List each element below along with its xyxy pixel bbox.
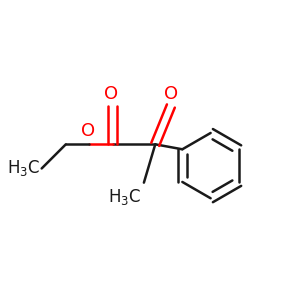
Text: O: O (104, 85, 118, 103)
Text: O: O (164, 85, 178, 103)
Text: $\mathregular{H_3C}$: $\mathregular{H_3C}$ (108, 187, 141, 207)
Text: O: O (82, 122, 96, 140)
Text: $\mathregular{H_3C}$: $\mathregular{H_3C}$ (7, 158, 40, 178)
